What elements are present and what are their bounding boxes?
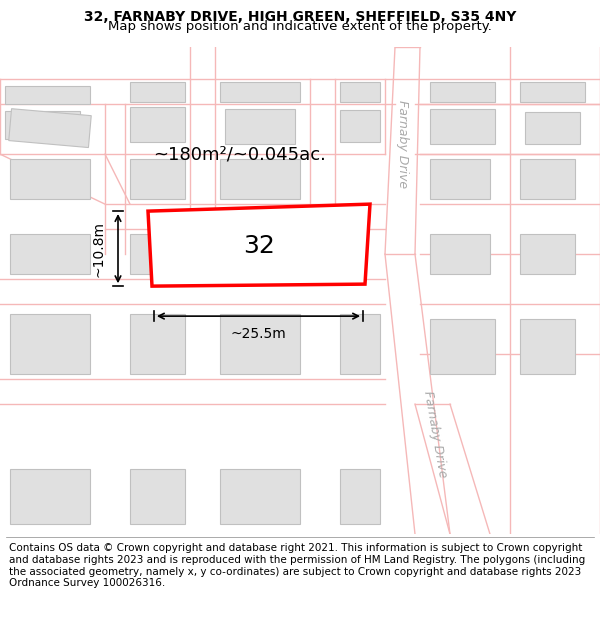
Bar (220, 159, 300, 199)
Bar (340, 82, 380, 102)
Text: Farnaby Drive: Farnaby Drive (421, 389, 449, 479)
Bar (215, 214, 290, 262)
Text: ~25.5m: ~25.5m (230, 327, 286, 341)
Text: 32, FARNABY DRIVE, HIGH GREEN, SHEFFIELD, S35 4NY: 32, FARNABY DRIVE, HIGH GREEN, SHEFFIELD… (84, 10, 516, 24)
Bar (220, 469, 300, 524)
Bar (520, 82, 585, 102)
Bar (340, 469, 380, 524)
Bar (10, 314, 90, 374)
Text: ~10.8m: ~10.8m (91, 221, 105, 277)
Bar (10, 469, 90, 524)
Bar (525, 112, 580, 144)
Text: Farnaby Drive: Farnaby Drive (397, 100, 409, 188)
Polygon shape (148, 204, 370, 286)
Bar (130, 107, 185, 142)
Bar (430, 234, 490, 274)
Bar (340, 314, 380, 374)
Bar (130, 234, 185, 274)
Text: 32: 32 (243, 234, 275, 258)
Bar (430, 159, 490, 199)
Bar (430, 82, 495, 102)
Bar (520, 234, 575, 274)
Bar (225, 109, 295, 144)
Bar (130, 159, 185, 199)
Bar (5, 111, 80, 139)
Bar (220, 82, 300, 102)
Bar (430, 319, 495, 374)
Bar (9, 109, 91, 148)
Bar (340, 110, 380, 142)
Bar (130, 469, 185, 524)
Bar (430, 109, 495, 144)
Bar (10, 234, 90, 274)
Bar (520, 159, 575, 199)
Bar (130, 82, 185, 102)
Bar (10, 159, 90, 199)
Text: Map shows position and indicative extent of the property.: Map shows position and indicative extent… (108, 20, 492, 32)
Text: Contains OS data © Crown copyright and database right 2021. This information is : Contains OS data © Crown copyright and d… (9, 543, 585, 588)
Bar (130, 314, 185, 374)
Bar (5, 86, 90, 104)
Bar (220, 314, 300, 374)
Bar (520, 319, 575, 374)
Text: ~180m²/~0.045ac.: ~180m²/~0.045ac. (154, 145, 326, 163)
